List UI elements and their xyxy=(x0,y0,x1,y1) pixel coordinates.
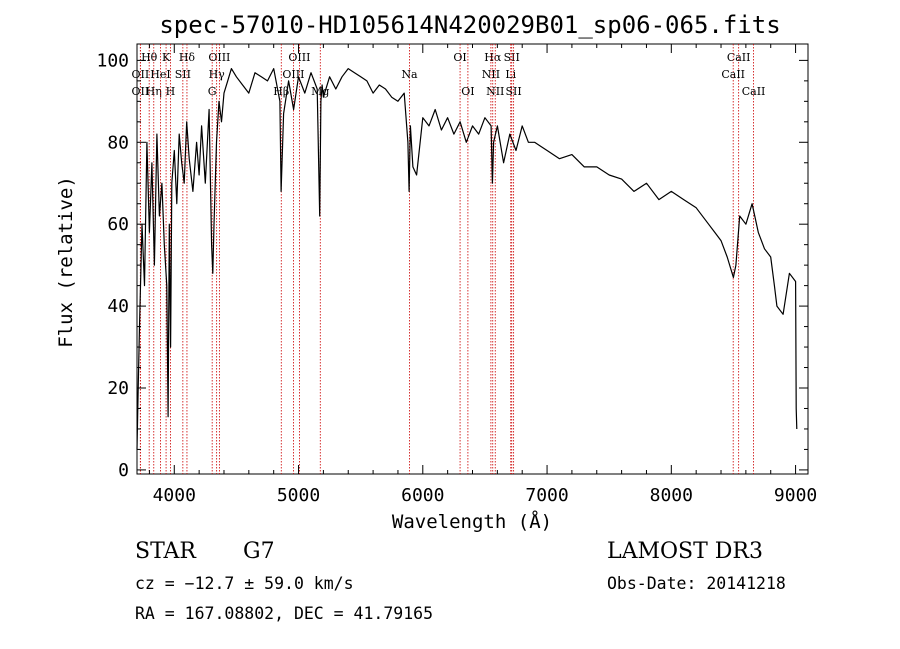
y-axis-ticks: 0 20 40 60 80 100 xyxy=(96,50,808,481)
marker-label: G xyxy=(208,85,217,98)
marker-label: CaII xyxy=(721,68,745,81)
marker-label: OIII xyxy=(288,51,310,64)
marker-label: OII xyxy=(131,85,149,98)
x-tick-label: 5000 xyxy=(277,485,320,506)
marker-label: SII xyxy=(175,68,191,81)
x-tick-label: 7000 xyxy=(525,485,568,506)
x-tick-label: 6000 xyxy=(401,485,444,506)
marker-label: SII xyxy=(504,51,520,64)
marker-label: Hθ xyxy=(141,51,158,64)
x-axis-ticks: 4000 5000 6000 7000 8000 9000 xyxy=(148,44,817,506)
x-axis-label: Wavelength (Å) xyxy=(392,510,552,533)
x-tick-label: 4000 xyxy=(153,485,196,506)
marker-label: Mg xyxy=(311,85,329,98)
marker-label: Hδ xyxy=(179,51,196,64)
y-tick-label: 80 xyxy=(107,132,129,153)
object-subclass: G7 xyxy=(243,539,275,564)
plot-frame xyxy=(136,43,809,475)
y-tick-label: 60 xyxy=(107,214,129,235)
redshift-readout: cz = −12.7 ± 59.0 km/s xyxy=(135,574,354,593)
marker-label: OI xyxy=(453,51,466,64)
survey-name: LAMOST DR3 xyxy=(607,539,763,564)
y-tick-label: 0 xyxy=(118,460,129,481)
marker-label: Li xyxy=(505,68,516,81)
marker-label: K xyxy=(162,51,171,64)
marker-label: OIII xyxy=(282,68,304,81)
y-tick-label: 100 xyxy=(96,50,129,71)
x-tick-label: 9000 xyxy=(774,485,817,506)
marker-label: Hα xyxy=(484,51,502,64)
y-axis-label: Flux (relative) xyxy=(55,176,77,348)
marker-label: Na xyxy=(401,68,418,81)
y-tick-label: 20 xyxy=(107,378,129,399)
marker-label: SII xyxy=(506,85,522,98)
marker-label: NII xyxy=(486,85,504,98)
marker-label: H xyxy=(166,85,176,98)
marker-label: CaII xyxy=(727,51,751,64)
marker-label: OIII xyxy=(208,51,230,64)
coordinates: RA = 167.08802, DEC = 41.79165 xyxy=(135,604,433,623)
y-tick-label: 40 xyxy=(107,296,129,317)
object-class: STAR xyxy=(135,539,197,564)
marker-label: Hγ xyxy=(209,68,226,81)
marker-label: NII xyxy=(482,68,500,81)
spectrum-series xyxy=(136,67,798,450)
marker-label: OI xyxy=(461,85,474,98)
marker-label: HeI xyxy=(150,68,170,81)
x-tick-label: 8000 xyxy=(650,485,693,506)
spectrum-line xyxy=(136,67,798,450)
marker-label: CaII xyxy=(742,85,766,98)
obs-date: Obs-Date: 20141218 xyxy=(607,574,786,593)
chart-title: spec-57010-HD105614N420029B01_sp06-065.f… xyxy=(159,11,780,39)
marker-label: Hη xyxy=(146,85,162,98)
